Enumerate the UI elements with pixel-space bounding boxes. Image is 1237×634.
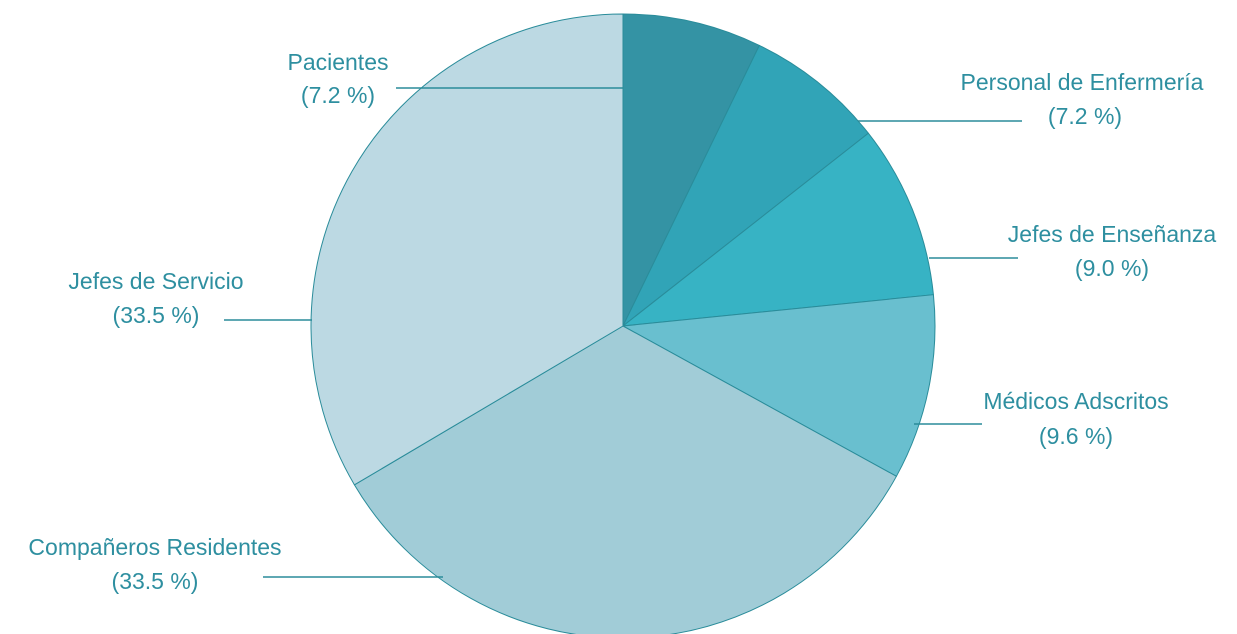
pie-slice-5	[353, 325, 897, 634]
slice-label-name-1: Pacientes	[287, 49, 388, 75]
leader-lines	[224, 87, 1022, 578]
slice-label-name-4: Médicos Adscritos	[983, 388, 1168, 414]
slice-label-percent-3: (9.0 %)	[1075, 255, 1149, 281]
slice-label-percent-5: (33.5 %)	[112, 568, 199, 594]
slice-label-percent-6: (33.5 %)	[113, 302, 200, 328]
slice-label-name-6: Jefes de Servicio	[68, 268, 243, 294]
pie-slice-2	[622, 44, 869, 327]
pie-slice-6	[310, 13, 624, 486]
slice-label-percent-1: (7.2 %)	[301, 82, 375, 108]
pie-slice-4	[622, 294, 936, 477]
slice-label-percent-4: (9.6 %)	[1039, 423, 1113, 449]
pie-slice-3	[622, 132, 934, 327]
slice-label-percent-2: (7.2 %)	[1048, 103, 1122, 129]
pie-slices	[310, 13, 936, 634]
slice-label-name-3: Jefes de Enseñanza	[1008, 221, 1217, 247]
pie-slice-1	[622, 13, 760, 327]
slice-label-name-5: Compañeros Residentes	[28, 534, 281, 560]
slice-label-name-2: Personal de Enfermería	[961, 69, 1204, 95]
slice-labels: Pacientes (7.2 %) Personal de Enfermería (7…	[28, 49, 1216, 594]
